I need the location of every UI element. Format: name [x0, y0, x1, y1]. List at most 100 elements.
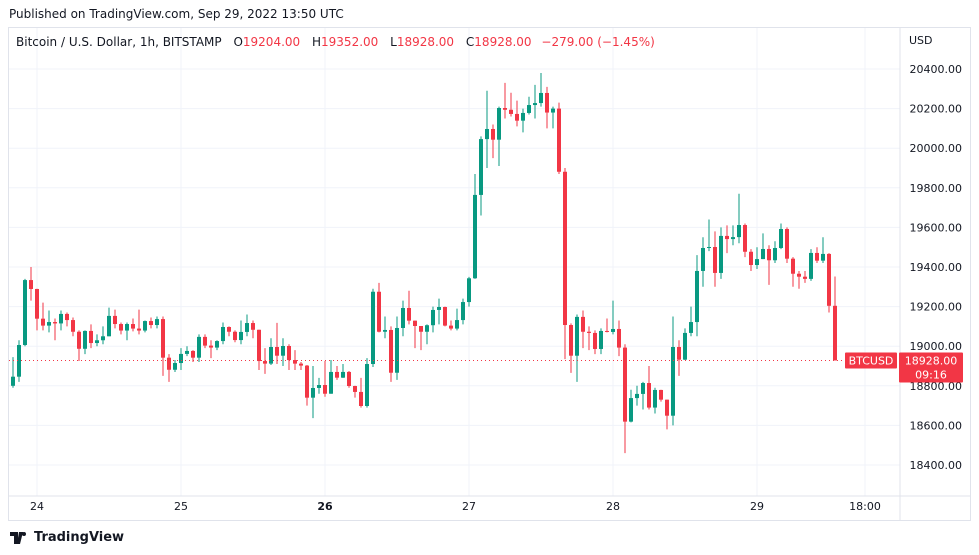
- candle-body: [299, 363, 303, 366]
- candle-body: [707, 247, 711, 249]
- candle-body: [767, 248, 771, 261]
- last-price-value: 18928.00: [905, 354, 958, 367]
- candle-body: [737, 225, 741, 238]
- tradingview-logo-text: TradingView: [34, 530, 125, 545]
- candle-body: [833, 305, 837, 361]
- currency-label: USD: [909, 34, 933, 47]
- candle-body: [71, 320, 75, 332]
- candle-body: [323, 385, 327, 394]
- y-tick-label: 20400.00: [910, 63, 963, 76]
- candle-body: [617, 328, 621, 348]
- candle-body: [11, 376, 15, 386]
- candle-body: [131, 324, 135, 329]
- close-value: 18928.00: [474, 35, 532, 49]
- candle-body: [653, 389, 657, 408]
- candle-body: [689, 322, 693, 333]
- y-tick-label: 18400.00: [910, 459, 963, 472]
- candle-body: [377, 291, 381, 332]
- candle-body: [197, 336, 201, 358]
- high-value: 19352.00: [321, 35, 379, 49]
- candle-body: [809, 252, 813, 279]
- candle-body: [305, 365, 309, 398]
- candle-body: [83, 330, 87, 349]
- candle-body: [533, 103, 537, 106]
- low-label: L: [390, 35, 397, 49]
- candle-body: [695, 270, 699, 323]
- candle-body: [587, 331, 591, 333]
- candle-body: [605, 330, 609, 332]
- candle-body: [389, 329, 393, 373]
- candle-body: [179, 353, 183, 364]
- tradingview-logo[interactable]: TradingView: [10, 530, 124, 545]
- candle-body: [95, 340, 99, 344]
- candle-body: [137, 328, 141, 331]
- ticker-badge-label: BTCUSD: [849, 354, 894, 367]
- candle-body: [449, 325, 453, 329]
- chart-frame: [8, 27, 971, 521]
- candle-body: [347, 371, 351, 386]
- candle-body: [161, 319, 165, 358]
- candle-body: [275, 346, 279, 356]
- y-tick-label: 20200.00: [910, 103, 963, 116]
- candle-body: [23, 280, 27, 346]
- candle-body: [611, 328, 615, 332]
- candle-body: [227, 326, 231, 332]
- candle-body: [35, 288, 39, 319]
- candle-body: [749, 251, 753, 266]
- candle-body: [521, 112, 525, 121]
- candle-body: [731, 237, 735, 240]
- candle-body: [827, 253, 831, 306]
- candle-body: [701, 247, 705, 271]
- y-tick-label: 19600.00: [910, 221, 963, 234]
- candle-body: [413, 320, 417, 327]
- candle-body: [209, 345, 213, 348]
- candle-body: [437, 306, 441, 310]
- last-price-badge: [899, 352, 963, 383]
- candle-body: [647, 383, 651, 408]
- y-tick-label: 19000.00: [910, 340, 963, 353]
- symbol-title[interactable]: Bitcoin / U.S. Dollar, 1h, BITSTAMP: [16, 35, 222, 49]
- ohlc-legend: Bitcoin / U.S. Dollar, 1h, BITSTAMP O192…: [16, 35, 655, 49]
- candle-body: [713, 247, 717, 273]
- candle-body: [251, 323, 255, 330]
- candle-body: [59, 313, 63, 324]
- candle-body: [623, 347, 627, 422]
- y-tick-label: 19800.00: [910, 182, 963, 195]
- candle-body: [149, 321, 153, 326]
- candle-body: [545, 92, 549, 113]
- x-tick-label: 18:00: [849, 500, 881, 513]
- candle-body: [107, 315, 111, 337]
- candle-body: [797, 273, 801, 277]
- candle-body: [353, 385, 357, 392]
- candle-body: [329, 371, 333, 394]
- tradingview-logo-icon: [10, 531, 26, 544]
- candle-body: [335, 371, 339, 378]
- candle-body: [53, 322, 57, 324]
- candle-body: [659, 389, 663, 400]
- candle-body: [77, 331, 81, 349]
- candle-body: [479, 139, 483, 195]
- candle-body: [719, 235, 723, 273]
- candle-body: [257, 329, 261, 362]
- candle-body: [551, 108, 555, 113]
- candle-body: [65, 313, 69, 321]
- x-tick-label: 28: [606, 500, 620, 513]
- candle-body: [725, 235, 729, 240]
- candle-body: [773, 247, 777, 261]
- candle-body: [29, 280, 33, 289]
- y-tick-label: 18800.00: [910, 380, 963, 393]
- y-tick-label: 19200.00: [910, 301, 963, 314]
- candle-body: [371, 291, 375, 365]
- candle-body: [503, 108, 507, 110]
- y-tick-label: 18600.00: [910, 419, 963, 432]
- candle-body: [779, 228, 783, 248]
- candle-body: [743, 225, 747, 252]
- candle-body: [593, 332, 597, 349]
- candle-body: [539, 92, 543, 104]
- candle-body: [395, 327, 399, 373]
- y-tick-label: 20000.00: [910, 142, 963, 155]
- x-tick-label: 24: [30, 500, 44, 513]
- candle-body: [755, 259, 759, 266]
- candle-body: [173, 363, 177, 370]
